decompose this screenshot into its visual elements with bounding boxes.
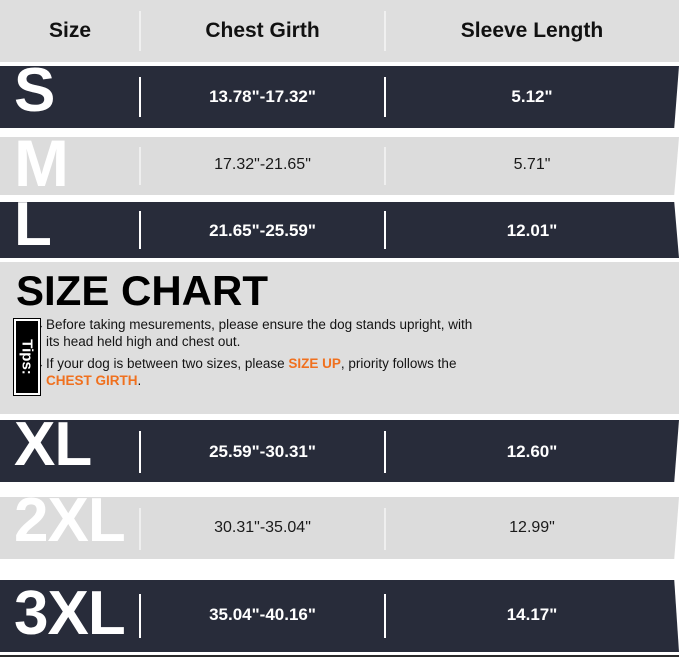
- table-row: 2XL 30.31"-35.04" 12.99": [0, 490, 679, 559]
- tip-2-highlight-size-up: SIZE UP: [288, 356, 341, 371]
- page-title: SIZE CHART: [16, 267, 268, 314]
- row-column-divider-1: [139, 211, 141, 249]
- row-size-label: L: [14, 190, 52, 259]
- header-cell-sleeve-length: Sleeve Length: [460, 19, 604, 42]
- tip-2-text-part-3: .: [137, 373, 142, 388]
- tip-item-1: ◆Before taking mesurements, please ensur…: [32, 316, 476, 350]
- row-chest-girth-value: 30.31"-35.04": [214, 519, 311, 536]
- table-header-row: Size Chest Girth Sleeve Length: [0, 0, 679, 62]
- info-panel-background: [0, 262, 679, 414]
- row-column-divider-2: [384, 508, 386, 550]
- row-sleeve-length-value: 5.12": [511, 87, 553, 106]
- table-row: XL 25.59"-30.31" 12.60": [0, 414, 679, 482]
- row-chest-girth-value: 35.04"-40.16": [209, 605, 316, 624]
- tips-badge-label: Tips:: [18, 339, 36, 375]
- row-chest-girth-value: 13.78"-17.32": [209, 87, 316, 106]
- row-column-divider-1: [139, 147, 141, 185]
- header-cell-size: Size: [48, 19, 92, 42]
- row-column-divider-1: [139, 508, 141, 550]
- row-chest-girth-value: 21.65"-25.59": [209, 221, 316, 240]
- row-column-divider-1: [139, 77, 141, 117]
- bottom-separator: [0, 655, 679, 657]
- tip-2-text-part-1: If your dog is between two sizes, please: [46, 356, 289, 371]
- row-column-divider-2: [384, 147, 386, 185]
- table-row: L 21.65"-25.59" 12.01": [0, 194, 679, 258]
- row-chest-girth-value: 25.59"-30.31": [209, 442, 316, 461]
- header-column-divider-1: [139, 11, 141, 51]
- row-sleeve-length-value: 12.99": [509, 519, 555, 536]
- tip-2-highlight-chest-girth: CHEST GIRTH: [46, 373, 138, 388]
- row-column-divider-1: [139, 431, 141, 473]
- table-row: S 13.78"-17.32" 5.12": [0, 60, 679, 128]
- tip-item-2: ◆If your dog is between two sizes, pleas…: [32, 355, 476, 389]
- tip-1-text: Before taking mesurements, please ensure…: [46, 317, 473, 349]
- tips-badge: Tips:: [14, 319, 40, 395]
- row-sleeve-length-value: 5.71": [513, 156, 551, 173]
- row-background: [0, 420, 679, 482]
- row-background: [0, 66, 679, 128]
- row-size-label: XL: [14, 410, 92, 479]
- row-background: [0, 202, 679, 258]
- row-background: [0, 137, 679, 195]
- row-size-label: M: [14, 126, 69, 200]
- row-column-divider-2: [384, 77, 386, 117]
- row-sleeve-length-value: 12.60": [506, 442, 558, 461]
- table-row: M 17.32"-21.65" 5.71": [0, 130, 679, 196]
- row-column-divider-1: [139, 594, 141, 638]
- row-size-label: 2XL: [14, 486, 126, 555]
- row-size-label: 3XL: [14, 579, 126, 648]
- header-cell-chest-girth: Chest Girth: [205, 19, 320, 42]
- row-sleeve-length-value: 12.01": [506, 221, 558, 240]
- row-sleeve-length-value: 14.17": [506, 605, 558, 624]
- info-panel: SIZE CHART Tips: ◆Before taking mesureme…: [0, 262, 679, 414]
- row-column-divider-2: [384, 211, 386, 249]
- row-size-label: S: [14, 56, 55, 125]
- header-column-divider-2: [384, 11, 386, 51]
- table-row: 3XL 35.04"-40.16" 14.17": [0, 580, 679, 652]
- row-column-divider-2: [384, 594, 386, 638]
- row-background: [0, 580, 679, 652]
- row-chest-girth-value: 17.32"-21.65": [214, 156, 311, 173]
- tip-2-text-part-2: , priority follows the: [340, 356, 457, 371]
- row-column-divider-2: [384, 431, 386, 473]
- row-background: [0, 497, 679, 559]
